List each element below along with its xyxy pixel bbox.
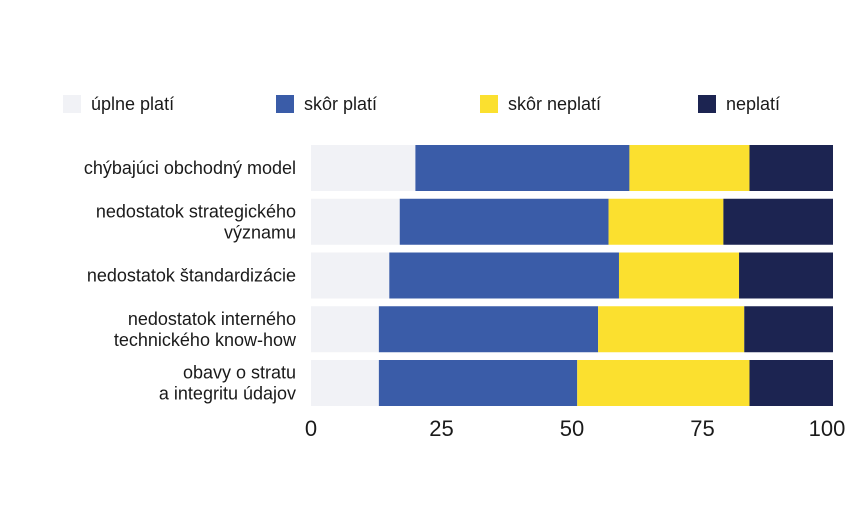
x-tick-label-75: 75 bbox=[690, 416, 714, 441]
bars bbox=[311, 145, 833, 406]
bar-segment-r2-s2 bbox=[399, 198, 609, 245]
bar-segment-r3-s1 bbox=[311, 252, 390, 299]
bar-segment-r5-s4 bbox=[749, 360, 833, 406]
bar-segment-r5-s1 bbox=[311, 360, 379, 406]
bar-segment-r5-s3 bbox=[577, 360, 750, 406]
bar-segment-r1-s4 bbox=[749, 145, 833, 191]
category-label-2: nedostatok strategického významu bbox=[96, 201, 296, 242]
legend-swatch-1 bbox=[63, 95, 81, 113]
bar-segment-r2-s1 bbox=[311, 198, 400, 245]
legend-swatch-2 bbox=[276, 95, 294, 113]
bar-segment-r3-s3 bbox=[618, 252, 740, 299]
category-label-1: chýbajúci obchodný model bbox=[84, 158, 296, 178]
bar-segment-r4-s1 bbox=[311, 306, 379, 353]
x-axis-ticks: 0 25 50 75 100 bbox=[305, 416, 845, 441]
bar-segment-r4-s4 bbox=[744, 306, 833, 353]
legend-label-4: neplatí bbox=[726, 94, 780, 114]
legend-label-1: úplne platí bbox=[91, 94, 174, 114]
category-label-3: nedostatok štandardizácie bbox=[87, 266, 296, 286]
bar-segment-r2-s3 bbox=[608, 198, 724, 245]
bar-segment-r3-s4 bbox=[739, 252, 833, 299]
bar-segment-r1-s2 bbox=[415, 145, 630, 191]
legend-label-3: skôr neplatí bbox=[508, 94, 601, 114]
x-tick-label-50: 50 bbox=[560, 416, 584, 441]
category-labels: chýbajúci obchodný model nedostatok strat… bbox=[84, 158, 297, 404]
category-label-4: nedostatok interného technického know-how bbox=[114, 309, 297, 350]
bar-segment-r1-s3 bbox=[629, 145, 750, 191]
x-tick-label-100: 100 bbox=[809, 416, 846, 441]
x-tick-label-25: 25 bbox=[429, 416, 453, 441]
bar-segment-r4-s2 bbox=[378, 306, 599, 353]
x-tick-label-0: 0 bbox=[305, 416, 317, 441]
bar-segment-r4-s3 bbox=[598, 306, 745, 353]
legend-swatch-4 bbox=[698, 95, 716, 113]
legend-swatch-3 bbox=[480, 95, 498, 113]
category-label-5: obavy o stratu a integritu údajov bbox=[159, 363, 296, 404]
bar-segment-r1-s1 bbox=[311, 145, 416, 191]
legend-label-2: skôr platí bbox=[304, 94, 377, 114]
bar-segment-r5-s2 bbox=[378, 360, 578, 406]
bar-segment-r2-s4 bbox=[723, 198, 833, 245]
legend: úplne platí skôr platí skôr neplatí neplatí bbox=[63, 94, 780, 114]
bar-segment-r3-s2 bbox=[389, 252, 619, 299]
